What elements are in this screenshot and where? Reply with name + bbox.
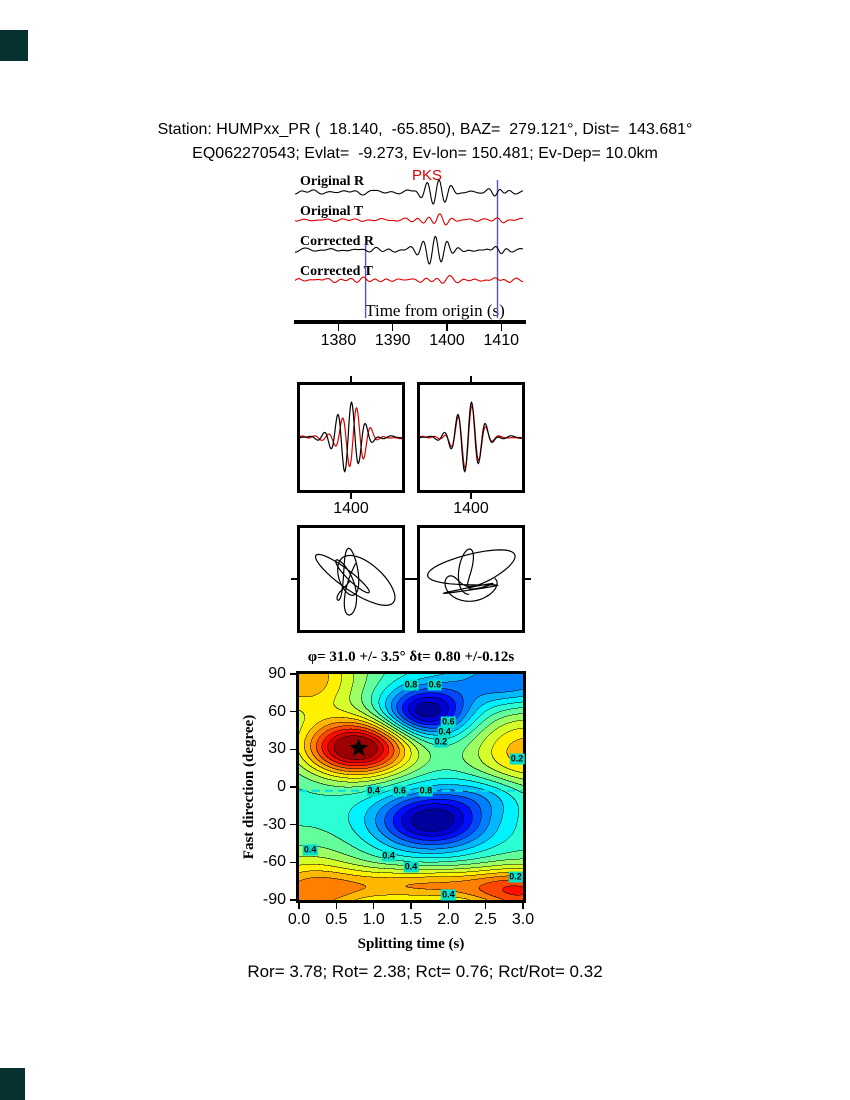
screen-artifact-bottom — [0, 1068, 25, 1100]
contour-y-tick-label: 90 — [268, 665, 286, 682]
segment-tick-label: 1400 — [333, 500, 369, 517]
segment-tick-label: 1400 — [453, 500, 489, 517]
particle-motion-corrected — [426, 548, 516, 602]
contour-label: 0.2 — [433, 736, 449, 748]
station-info: Station: HUMPxx_PR ( 18.140, -65.850), B… — [157, 121, 693, 138]
contour-label: 0.8 — [403, 679, 419, 691]
contour-label: 0.6 — [427, 679, 443, 691]
segment-box-corrected — [417, 382, 525, 493]
contour-x-tick-label: 1.0 — [362, 911, 385, 928]
trace-label-original-t: Original T — [300, 204, 364, 219]
contour-x-tick-label: 0.0 — [287, 911, 311, 928]
trace-label-original-r: Original R — [300, 174, 365, 189]
contour-label: 0.2 — [508, 871, 523, 883]
segment-box-tick — [350, 493, 352, 499]
contour-x-tick — [298, 903, 300, 909]
time-axis-tick — [446, 324, 448, 331]
contour-label: 0.4 — [403, 861, 419, 873]
time-tick-label: 1390 — [374, 332, 411, 349]
contour-label: 0.8 — [418, 785, 434, 797]
contour-y-tick — [290, 861, 296, 864]
contour-y-tick-label: -60 — [262, 853, 286, 871]
phase-label: PKS — [412, 167, 443, 184]
contour-y-tick — [290, 786, 296, 788]
contour-y-tick-label: 60 — [268, 702, 286, 720]
segment-box-original — [297, 382, 405, 493]
x-axis-title: Splitting time (s) — [357, 936, 465, 952]
contour-y-tick-label: 0 — [277, 778, 286, 795]
contour-x-tick — [447, 903, 450, 909]
segment-box-tick — [470, 376, 472, 382]
particle-box-tick — [411, 578, 417, 580]
screen-artifact-top — [0, 30, 28, 61]
particle-box-tick — [405, 578, 411, 580]
contour-x-tick-label: 0.5 — [325, 911, 348, 928]
segment-waveforms-corrected — [420, 401, 522, 473]
statistics-line: Ror= 3.78; Rot= 2.38; Rct= 0.76; Rct/Rot… — [247, 962, 603, 981]
segment-box-tick — [350, 376, 352, 382]
particle-motion-original — [314, 547, 396, 616]
segment-box-tick — [470, 493, 472, 499]
contour-y-tick — [290, 748, 296, 751]
best-fit-star-marker — [349, 738, 369, 757]
contour-label: 0.4 — [366, 785, 381, 797]
contour-y-tick — [290, 899, 296, 901]
contour-x-tick — [522, 903, 524, 909]
contour-x-tick — [410, 903, 412, 909]
trace-label-corrected-t: Corrected T — [300, 264, 373, 279]
contour-label: 0.4 — [381, 850, 396, 862]
time-axis-tick — [500, 324, 503, 331]
contour-label: 0.6 — [441, 716, 456, 728]
time-axis-title: Time from origin (s) — [365, 301, 505, 320]
contour-y-tick — [290, 710, 296, 713]
contour-x-tick — [372, 903, 375, 909]
time-axis-line — [294, 320, 526, 324]
time-axis-tick — [391, 324, 394, 331]
contour-title: φ= 31.0 +/- 3.5° δt= 0.80 +/-0.12s — [307, 649, 515, 665]
trace-label-corrected-r: Corrected R — [300, 234, 374, 249]
event-info: EQ062270543; Evlat= -9.273, Ev-lon= 150.… — [192, 145, 658, 162]
contour-label: 0.2 — [509, 753, 525, 765]
contour-x-tick-label: 2.0 — [437, 911, 460, 928]
contour-y-tick — [290, 673, 296, 675]
contour-y-tick-label: -90 — [262, 891, 286, 908]
waveform-traces — [295, 179, 523, 318]
particle-box-tick — [525, 578, 531, 580]
contour-y-tick — [290, 823, 296, 826]
particle-motion-box-original — [297, 525, 405, 633]
particle-motion-box-corrected — [417, 525, 525, 633]
segment-waveforms-original — [300, 401, 402, 473]
time-tick-label: 1380 — [320, 332, 357, 349]
contour-overlay — [299, 738, 523, 792]
time-axis-tick — [337, 324, 340, 331]
contour-label: 0.4 — [441, 889, 456, 901]
contour-label: 0.4 — [302, 844, 318, 856]
particle-box-tick — [291, 578, 297, 580]
time-tick-label: 1410 — [483, 332, 520, 349]
contour-x-tick-label: 1.5 — [399, 911, 423, 928]
contour-y-tick-label: 30 — [268, 740, 286, 758]
contour-x-tick-label: 3.0 — [511, 911, 535, 928]
contour-label: 0.4 — [437, 726, 452, 738]
contour-y-tick-label: -30 — [262, 815, 286, 833]
contour-x-tick — [335, 903, 338, 909]
contour-x-tick — [484, 903, 487, 909]
contour-x-tick-label: 2.5 — [474, 911, 497, 928]
time-tick-label: 1400 — [429, 332, 465, 349]
contour-label: 0.6 — [392, 785, 408, 797]
